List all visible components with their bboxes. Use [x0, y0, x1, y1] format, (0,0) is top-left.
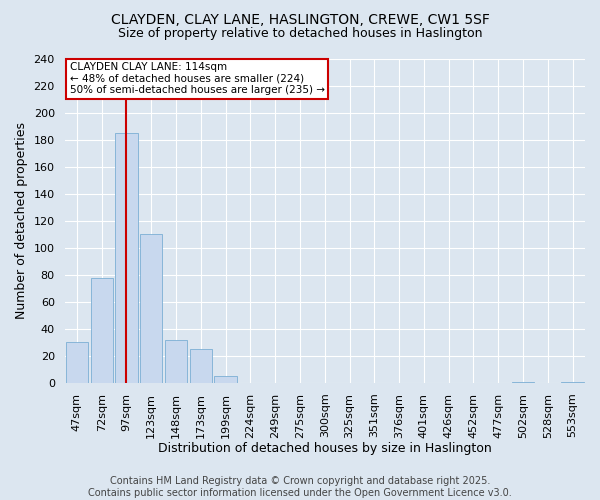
Text: CLAYDEN, CLAY LANE, HASLINGTON, CREWE, CW1 5SF: CLAYDEN, CLAY LANE, HASLINGTON, CREWE, C… — [110, 12, 490, 26]
Text: CLAYDEN CLAY LANE: 114sqm
← 48% of detached houses are smaller (224)
50% of semi: CLAYDEN CLAY LANE: 114sqm ← 48% of detac… — [70, 62, 325, 96]
Text: Contains HM Land Registry data © Crown copyright and database right 2025.
Contai: Contains HM Land Registry data © Crown c… — [88, 476, 512, 498]
Bar — [91, 278, 113, 383]
X-axis label: Distribution of detached houses by size in Haslington: Distribution of detached houses by size … — [158, 442, 491, 455]
Bar — [115, 133, 137, 383]
Bar — [165, 340, 187, 383]
Bar — [214, 376, 237, 383]
Bar — [190, 349, 212, 383]
Bar — [140, 234, 163, 383]
Bar — [512, 382, 534, 383]
Bar — [66, 342, 88, 383]
Bar — [562, 382, 584, 383]
Y-axis label: Number of detached properties: Number of detached properties — [15, 122, 28, 320]
Text: Size of property relative to detached houses in Haslington: Size of property relative to detached ho… — [118, 28, 482, 40]
